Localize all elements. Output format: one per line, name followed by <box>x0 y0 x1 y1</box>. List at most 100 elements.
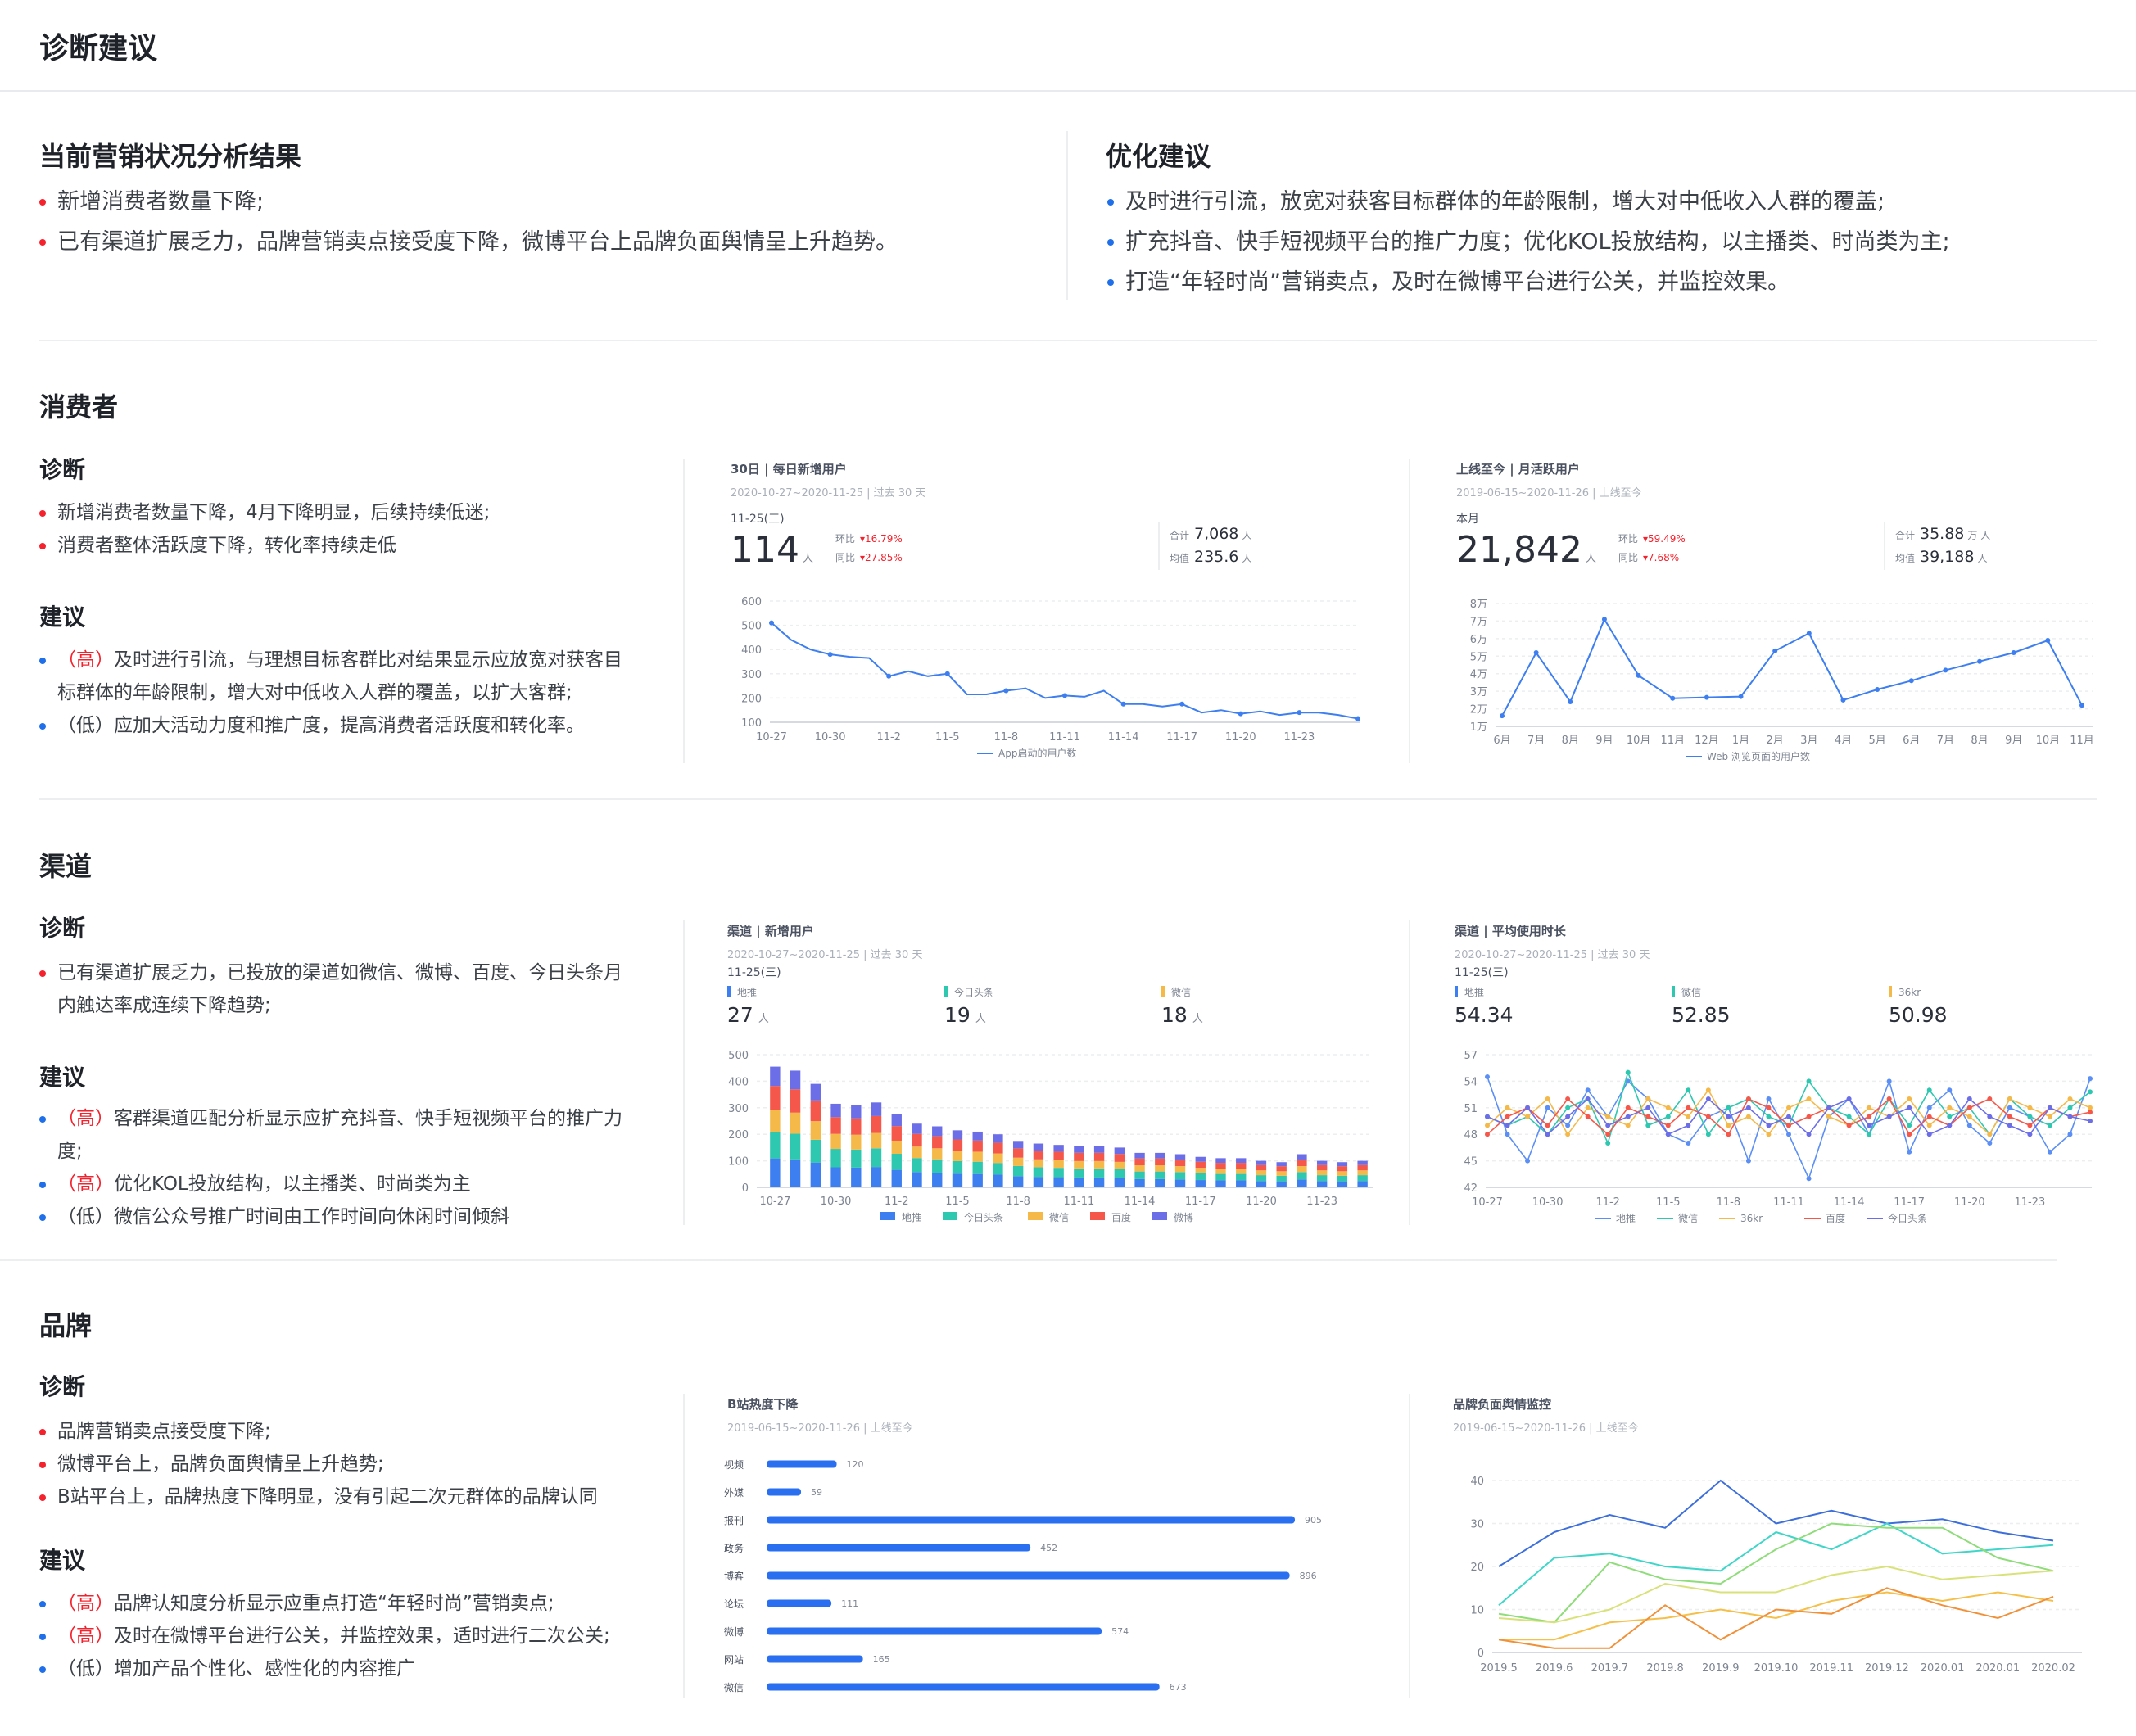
data-point <box>1686 1114 1691 1119</box>
bar-segment <box>1053 1177 1064 1187</box>
legend-swatch <box>1672 986 1675 997</box>
data-point <box>1686 1105 1691 1110</box>
data-point <box>1525 1105 1531 1110</box>
x-tick-label: 10-27 <box>1472 1196 1503 1209</box>
bar-segment <box>1174 1166 1186 1173</box>
legend-swatch <box>943 1212 957 1220</box>
bar-segment <box>1215 1158 1226 1164</box>
bar-segment <box>1215 1163 1226 1169</box>
x-tick-label: 10-27 <box>759 1196 790 1208</box>
y-tick-label: 10 <box>1470 1605 1484 1617</box>
data-point <box>2067 1105 2073 1110</box>
data-point <box>1766 1114 1772 1119</box>
kpi-avg: 39,188 <box>1920 548 1974 566</box>
category-label: 政务 <box>724 1542 744 1554</box>
data-point <box>1355 716 1360 721</box>
series-line <box>1501 617 2083 717</box>
data-point <box>1605 1132 1611 1137</box>
y-tick-label: 20 <box>1470 1562 1484 1574</box>
data-point <box>2047 1123 2052 1128</box>
bar-segment <box>1316 1170 1328 1176</box>
x-tick-label: 11-17 <box>1894 1196 1925 1209</box>
x-tick-label: 2019.10 <box>1754 1662 1799 1675</box>
channel-advice-label: 建议 <box>39 1064 86 1091</box>
bar-segment <box>1093 1152 1105 1161</box>
data-point <box>1745 1105 1751 1110</box>
data-point <box>1605 1123 1611 1128</box>
advice-item: （高）品牌认知度分析显示应重点打造“年轻时尚”营销卖点; <box>39 1587 670 1620</box>
x-tick-label: 3月 <box>1800 735 1817 747</box>
bar-segment <box>912 1172 922 1187</box>
bar-segment <box>1174 1179 1186 1187</box>
divider <box>683 920 685 1225</box>
legend-label: 百度 <box>1826 1212 1845 1224</box>
x-tick-label: 11-8 <box>1006 1196 1030 1208</box>
bar-segment <box>810 1162 821 1187</box>
x-tick-label: 2月 <box>1767 735 1784 747</box>
bar-segment <box>770 1066 781 1087</box>
bar-segment <box>871 1148 882 1168</box>
x-tick-label: 10月 <box>2036 735 2061 747</box>
data-point <box>1485 1132 1490 1137</box>
divider <box>683 1394 685 1698</box>
advice-item: （低）微信公众号推广时间由工作时间向休闲时间倾斜 <box>39 1200 637 1233</box>
data-point <box>1766 1105 1772 1110</box>
data-point <box>1987 1096 1993 1101</box>
kpi-unit: 人 <box>1192 1013 1203 1025</box>
bar-segment <box>1357 1181 1368 1187</box>
legend-label: App启动的用户数 <box>998 747 1076 759</box>
y-tick-label: 7万 <box>1470 616 1487 628</box>
brand-advice-list: （高）品牌认知度分析显示应重点打造“年轻时尚”营销卖点; （高）及时在微博平台进… <box>39 1587 670 1685</box>
channel-avg-duration-chart: 渠道 | 平均使用时长 2020-10-27~2020-11-25 | 过去 30… <box>1445 915 2102 1232</box>
bar-segment <box>851 1149 862 1168</box>
bar-segment <box>1215 1180 1226 1187</box>
bar-segment <box>770 1086 781 1110</box>
data-point <box>2088 1089 2093 1095</box>
bar-segment <box>810 1121 821 1140</box>
data-point <box>1840 697 1846 703</box>
x-tick-label: 11-5 <box>945 1196 970 1208</box>
data-point <box>1120 701 1126 707</box>
data-point <box>1525 1114 1531 1119</box>
kpi-value: 21,842 <box>1456 529 1582 571</box>
chart-title: B站热度下降 <box>727 1397 799 1412</box>
bar-segment <box>1155 1152 1165 1159</box>
divider <box>39 340 2097 341</box>
data-point <box>1926 1087 1932 1093</box>
data-point <box>1568 699 1573 704</box>
bar-segment <box>912 1146 922 1159</box>
bar-segment <box>830 1133 841 1150</box>
data-point <box>1505 1105 1510 1110</box>
data-point <box>1625 1069 1631 1075</box>
data-point <box>1565 1114 1571 1119</box>
bar-segment <box>1297 1179 1307 1187</box>
data-point <box>1585 1114 1591 1119</box>
data-point <box>1585 1096 1591 1101</box>
data-point <box>1545 1132 1550 1137</box>
kpi-total: 7,068 <box>1194 525 1238 543</box>
data-point <box>1943 667 1948 673</box>
data-point <box>1786 1114 1791 1119</box>
x-tick-label: 11-23 <box>2015 1196 2046 1209</box>
bar-segment <box>972 1161 983 1174</box>
data-point <box>1525 1158 1531 1164</box>
diagnosis-item: 消费者整体活跃度下降，转化率持续走低 <box>39 529 637 562</box>
y-tick-label: 3万 <box>1470 686 1487 698</box>
data-point <box>1625 1078 1631 1084</box>
y-tick-label: 57 <box>1464 1050 1478 1062</box>
consumer-advice-list: （高）及时进行引流，与理想目标客群比对结果显示应放宽对获客目 标群体的年龄限制，… <box>39 644 637 742</box>
optimize-item: 及时进行引流，放宽对获客目标群体的年龄限制，增大对中低收入人群的覆盖; <box>1107 182 2123 222</box>
advice-item: （高）客群渠道匹配分析显示应扩充抖音、快手短视频平台的推广力度; <box>39 1102 637 1168</box>
kpi-name: 地推 <box>1464 987 1484 998</box>
brand-sentiment-chart: 品牌负面舆情监控 2019-06-15~2020-11-26 | 上线至今 40 30… <box>1443 1389 2102 1705</box>
divider <box>1066 131 1068 300</box>
data-point <box>1786 1132 1791 1137</box>
kpi-yoy-label: 同比 <box>835 552 855 563</box>
kpi-yoy-label: 同比 <box>1618 552 1638 563</box>
data-point <box>1686 1087 1691 1093</box>
x-tick-label: 6月 <box>1903 735 1920 747</box>
x-tick-label: 2019.5 <box>1480 1662 1518 1675</box>
data-point <box>1806 1096 1812 1101</box>
bar-segment <box>1195 1180 1206 1187</box>
bar-segment <box>1012 1176 1024 1187</box>
